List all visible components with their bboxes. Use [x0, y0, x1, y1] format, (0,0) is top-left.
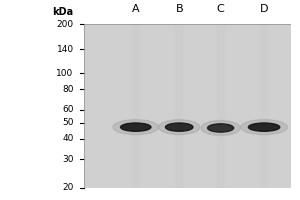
Text: 50: 50 [62, 118, 74, 127]
Text: 40: 40 [62, 134, 74, 143]
Text: C: C [217, 4, 224, 14]
Text: 200: 200 [56, 20, 74, 29]
Ellipse shape [166, 123, 193, 131]
Text: A: A [132, 4, 140, 14]
Ellipse shape [121, 123, 151, 131]
Text: 20: 20 [62, 184, 74, 192]
Ellipse shape [241, 120, 288, 135]
Text: B: B [176, 4, 183, 14]
Text: 100: 100 [56, 69, 74, 78]
Text: kDa: kDa [52, 7, 74, 17]
Ellipse shape [248, 123, 280, 131]
Ellipse shape [208, 124, 234, 132]
Text: 140: 140 [56, 45, 74, 54]
Ellipse shape [113, 120, 159, 135]
Text: 60: 60 [62, 105, 74, 114]
Text: D: D [260, 4, 268, 14]
Text: 80: 80 [62, 85, 74, 94]
Text: 30: 30 [62, 155, 74, 164]
Ellipse shape [201, 120, 240, 135]
Ellipse shape [159, 120, 200, 135]
